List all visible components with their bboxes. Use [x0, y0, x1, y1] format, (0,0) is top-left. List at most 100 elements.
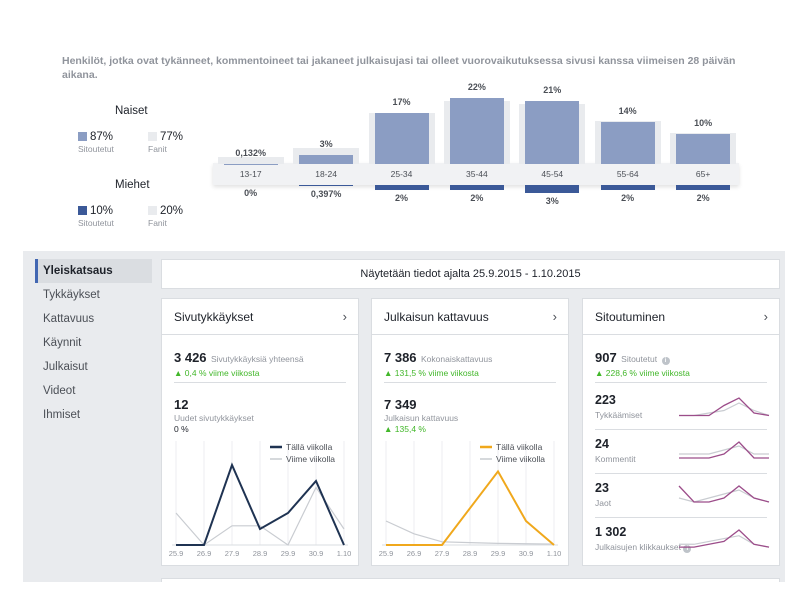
men-engaged-swatch [78, 206, 87, 215]
women-engaged-swatch [78, 132, 87, 141]
post-reach-value: 7 349 [384, 397, 417, 412]
engagement-card: Sitoutuminen › 907 Sitoutetut i ▲ 228,6 … [582, 298, 780, 566]
new-likes-value: 12 [174, 397, 189, 412]
page-likes-title: Sivutykkäykset [174, 310, 254, 324]
sparkline-last-week [679, 445, 769, 455]
up-arrow-icon: ▲ [384, 368, 393, 378]
total-likes-change: ▲ 0,4 % viime viikosta [174, 368, 304, 378]
engagement-row[interactable]: 23 Jaot [583, 474, 779, 522]
sparkline-this-week [679, 529, 770, 548]
engaged-users-change-text: 228,6 % viime viikosta [605, 368, 690, 378]
demographics-intro: Henkilöt, jotka ovat tykänneet, kommento… [62, 55, 736, 81]
next-section-edge [161, 578, 780, 582]
engaged-users-change: ▲ 228,6 % viime viikosta [595, 368, 690, 378]
legend-this-week-label: Tällä viikolla [286, 442, 333, 452]
divider [174, 382, 346, 383]
likes-line-chart: 25.9 26.9 27.9 28.9 29.9 30.9 1.10 Tällä viikol… [169, 441, 351, 558]
x-tick-label: 25.9 [379, 549, 394, 558]
chevron-right-icon[interactable]: › [552, 309, 557, 324]
women-fans-pct: 77% [160, 131, 184, 143]
men-engaged-bar [525, 185, 580, 193]
total-reach-change-text: 131,5 % viime viikosta [394, 368, 479, 378]
up-arrow-icon: ▲ [174, 368, 183, 378]
age-axis-band [213, 163, 739, 185]
date-range-banner: Näytetään tiedot ajalta 25.9.2015 - 1.10… [161, 259, 780, 289]
engagement-sparkline [679, 397, 770, 417]
engagement-row-value: 23 [595, 481, 609, 495]
men-engaged-label: Sitoutetut [78, 218, 114, 228]
total-reach-label: Kokonaiskattavuus [421, 354, 493, 364]
total-likes-change-text: 0,4 % viime viikosta [184, 368, 260, 378]
engagement-row[interactable]: 24 Kommentit [583, 430, 779, 478]
men-engaged-pct: 10% [90, 205, 114, 217]
x-tick-label: 1.10 [547, 549, 562, 558]
engagement-row-value: 223 [595, 393, 616, 407]
women-engaged-legend: 87% Sitoutetut [78, 131, 114, 154]
nav-item-visits[interactable]: Käynnit [43, 337, 82, 349]
age-group-label: 35-44 [466, 169, 488, 179]
men-engaged-legend: 10% Sitoutetut [78, 205, 114, 228]
nav-item-overview[interactable]: Yleiskatsaus [35, 259, 152, 283]
engagement-row[interactable]: 1 302 Julkaisujen klikkaukset i [583, 518, 779, 566]
post-reach-metric: 7 349 Julkaisun kattavuus ▲ 135,4 % [384, 397, 458, 434]
engaged-users-metric: 907 Sitoutetut i ▲ 228,6 % viime viikost… [595, 349, 690, 378]
engagement-sparkline [679, 529, 770, 548]
sparkline-this-week [678, 485, 770, 503]
x-tick-label: 26.9 [197, 549, 212, 558]
women-engaged-bar [449, 98, 504, 164]
divider [595, 473, 767, 474]
women-fans-swatch [148, 132, 157, 141]
women-bar-label: 21% [543, 85, 562, 95]
new-likes-change: 0 % [174, 424, 189, 434]
engaged-users-value: 907 [595, 350, 617, 365]
x-tick-label: 29.9 [491, 549, 506, 558]
engagement-row-value: 1 302 [595, 525, 627, 539]
post-reach-change-text: 135,4 % [394, 424, 426, 434]
reach-line-chart: 25.9 26.9 27.9 28.9 29.9 30.9 1.10 Tällä viikol… [379, 441, 562, 558]
x-tick-label: 29.9 [281, 549, 296, 558]
engagement-sparkline [678, 485, 770, 503]
engagement-row-label: Julkaisujen klikkaukset i [595, 542, 692, 553]
women-engaged-label: Sitoutetut [78, 144, 114, 154]
men-title: Miehet [115, 179, 150, 191]
engaged-users-label: Sitoutetut [621, 354, 658, 364]
women-engaged-bar [600, 122, 655, 164]
women-engaged-bar [374, 113, 429, 164]
x-tick-label: 30.9 [309, 549, 324, 558]
engagement-row-label: Kommentit [595, 454, 636, 464]
engagement-row-label: Tykkäämiset [595, 410, 643, 420]
info-icon[interactable]: i [683, 545, 692, 553]
legend-this-week-label: Tällä viikolla [496, 442, 543, 452]
divider [595, 382, 767, 383]
x-tick-label: 25.9 [169, 549, 184, 558]
men-fans-legend: 20% Fanit [148, 205, 183, 228]
chevron-right-icon[interactable]: › [763, 309, 768, 324]
this-week-line [176, 462, 345, 546]
age-group-label: 55-64 [616, 169, 639, 179]
up-arrow-icon: ▲ [384, 424, 393, 434]
post-reach-label: Julkaisun kattavuus [384, 413, 459, 423]
info-icon[interactable]: i [661, 357, 670, 365]
page-likes-card: Sivutykkäykset › 3 426 Sivutykkäyksiä yh… [161, 298, 359, 566]
nav-item-likes[interactable]: Tykkäykset [43, 289, 100, 301]
engagement-header[interactable]: Sitoutuminen › [583, 299, 779, 335]
chevron-right-icon[interactable]: › [342, 309, 347, 324]
divider [595, 517, 767, 518]
new-likes-label: Uudet sivutykkäykset [174, 413, 254, 423]
men-engaged-bar [676, 185, 731, 191]
women-bar-label: 17% [392, 97, 411, 107]
men-bar-label: 0,397% [310, 189, 342, 200]
x-tick-label: 28.9 [253, 549, 268, 558]
nav-item-people[interactable]: Ihmiset [43, 409, 81, 421]
nav-item-posts[interactable]: Julkaisut [43, 361, 88, 373]
nav-item-videos[interactable]: Videot [43, 385, 76, 397]
page-likes-header[interactable]: Sivutykkäykset › [162, 299, 358, 335]
men-engaged-bar [299, 185, 354, 187]
nav-item-reach[interactable]: Kattavuus [43, 313, 95, 325]
men-bar-label: 2% [470, 193, 484, 204]
engagement-row[interactable]: 223 Tykkäämiset [583, 386, 779, 434]
women-engaged-pct: 87% [90, 131, 114, 143]
post-reach-header[interactable]: Julkaisun kattavuus › [372, 299, 568, 335]
post-reach-title: Julkaisun kattavuus [384, 310, 489, 324]
women-fans-label: Fanit [148, 144, 167, 154]
